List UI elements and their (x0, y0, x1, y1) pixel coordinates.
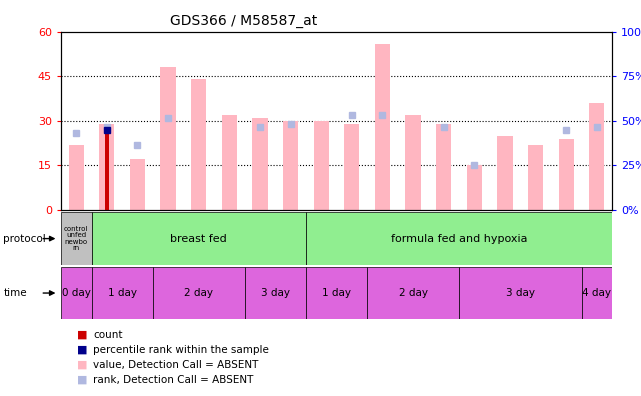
Bar (61, 210, 612, 388)
Bar (92, 212, 306, 265)
Bar (283, 121, 298, 210)
Bar (306, 212, 612, 265)
Bar (222, 115, 237, 210)
Text: GDS366 / M58587_at: GDS366 / M58587_at (170, 14, 317, 28)
Bar (459, 267, 581, 319)
Bar (253, 118, 268, 210)
Bar (528, 145, 544, 210)
Text: formula fed and hypoxia: formula fed and hypoxia (391, 234, 528, 244)
Text: count: count (93, 329, 122, 340)
Text: 2 day: 2 day (184, 288, 213, 298)
Bar (375, 44, 390, 210)
Text: 1 day: 1 day (108, 288, 137, 298)
Bar (306, 267, 367, 319)
Bar (497, 135, 513, 210)
Text: ■: ■ (77, 375, 87, 385)
Bar (160, 67, 176, 210)
Bar (406, 115, 420, 210)
Bar (558, 139, 574, 210)
Text: time: time (3, 288, 27, 298)
Text: control
unfed
newbo
rn: control unfed newbo rn (64, 226, 88, 251)
Text: percentile rank within the sample: percentile rank within the sample (93, 345, 269, 355)
Bar (61, 212, 92, 265)
Bar (99, 124, 115, 210)
Bar (245, 267, 306, 319)
Bar (367, 267, 459, 319)
Bar (104, 124, 109, 210)
Bar (129, 159, 145, 210)
Bar (153, 267, 245, 319)
Bar (92, 267, 153, 319)
Bar (313, 121, 329, 210)
Bar (69, 145, 84, 210)
Text: 2 day: 2 day (399, 288, 428, 298)
Text: protocol: protocol (3, 234, 46, 244)
Text: value, Detection Call = ABSENT: value, Detection Call = ABSENT (93, 360, 258, 370)
Text: ■: ■ (77, 329, 87, 340)
Bar (436, 124, 451, 210)
Bar (61, 267, 92, 319)
Text: 3 day: 3 day (261, 288, 290, 298)
Bar (467, 166, 482, 210)
Text: breast fed: breast fed (171, 234, 227, 244)
Text: ■: ■ (77, 360, 87, 370)
Text: ■: ■ (77, 345, 87, 355)
Bar (191, 79, 206, 210)
Text: rank, Detection Call = ABSENT: rank, Detection Call = ABSENT (93, 375, 253, 385)
Bar (589, 103, 604, 210)
Bar (344, 124, 360, 210)
Text: 0 day: 0 day (62, 288, 90, 298)
Text: 4 day: 4 day (582, 288, 612, 298)
Bar (581, 267, 612, 319)
Text: 1 day: 1 day (322, 288, 351, 298)
Text: 3 day: 3 day (506, 288, 535, 298)
